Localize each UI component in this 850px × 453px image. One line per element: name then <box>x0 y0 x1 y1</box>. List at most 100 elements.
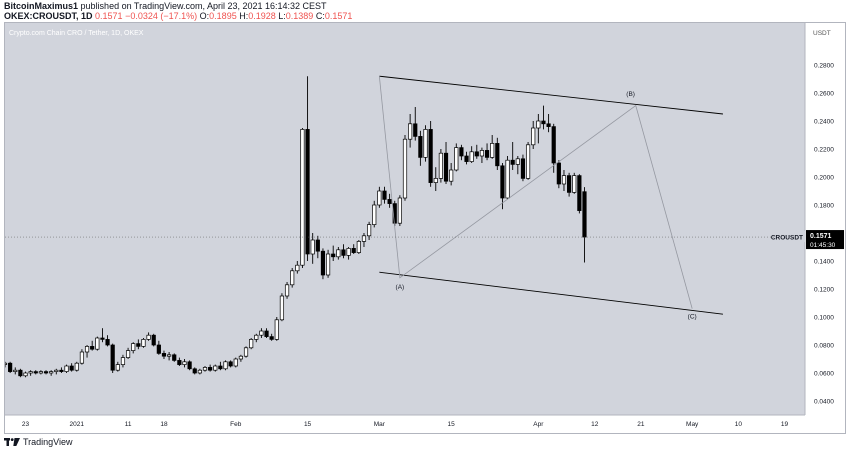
plot-background <box>5 23 805 415</box>
candle-down <box>105 339 110 346</box>
candle-down <box>520 158 526 179</box>
tradingview-logo[interactable]: TradingView <box>4 437 73 447</box>
candle-down <box>474 151 479 157</box>
wave-label: (C) <box>688 313 697 320</box>
candle-up <box>372 204 377 225</box>
candle-up <box>23 372 28 377</box>
candle-down <box>305 129 310 255</box>
candle-down <box>33 371 38 374</box>
x-tick-label: 15 <box>304 421 312 428</box>
y-tick-label: 0.0800 <box>814 343 834 350</box>
open-value: 0.1895 <box>209 11 237 21</box>
time-axis <box>5 415 805 433</box>
candle-down <box>546 123 551 127</box>
price-chart[interactable]: Crypto.com Chain CRO / Tether, 1D, OKEX U… <box>5 23 845 433</box>
y-tick-label: 0.0600 <box>814 371 834 378</box>
high-label: H: <box>239 11 249 21</box>
author-name[interactable]: BitcoinMaximus1 <box>4 1 79 11</box>
candle-down <box>582 191 587 238</box>
candle-up <box>125 350 131 358</box>
candle-up <box>572 175 577 193</box>
y-tick-label: 0.2400 <box>814 119 834 126</box>
candle-down <box>495 143 500 167</box>
tradingview-brand: TradingView <box>23 437 73 447</box>
candle-down <box>341 249 346 256</box>
candle-down <box>43 371 49 374</box>
candle-up <box>254 334 259 340</box>
candle-down <box>208 367 213 371</box>
candle-down <box>577 175 582 211</box>
candle-up <box>290 270 295 286</box>
candle-down <box>172 354 177 361</box>
high-value: 0.1928 <box>248 11 276 21</box>
x-tick-label: 10 <box>735 421 743 428</box>
channel-line-upper <box>379 75 723 115</box>
publish-info: BitcoinMaximus1 published on TradingView… <box>4 1 327 11</box>
candle-down <box>510 159 515 165</box>
candle-up <box>5 362 8 365</box>
candle-up <box>469 151 474 162</box>
candle-down <box>269 336 274 340</box>
candle-up <box>377 190 382 206</box>
candle-up <box>259 330 264 336</box>
candle-down <box>192 368 197 374</box>
chart-title: Crypto.com Chain CRO / Tether, 1D, OKEX <box>9 30 144 37</box>
candle-up <box>325 253 331 276</box>
candle-up <box>74 362 79 371</box>
candle-down <box>177 360 182 365</box>
candle-up <box>310 239 315 255</box>
x-tick-label: May <box>686 421 699 428</box>
candle-up <box>120 357 126 365</box>
chart-frame[interactable]: Crypto.com Chain CRO / Tether, 1D, OKEX U… <box>4 22 846 434</box>
low-label: L: <box>278 11 286 21</box>
candle-up <box>454 147 459 171</box>
candle-down <box>18 369 23 377</box>
candle-up <box>367 224 372 237</box>
candle-up <box>531 127 536 146</box>
candle-up <box>233 358 238 367</box>
candle-down <box>551 126 556 164</box>
candle-down <box>484 150 490 158</box>
candle-down <box>464 155 469 162</box>
x-tick-label: Feb <box>230 421 242 428</box>
tradingview-logo-icon <box>4 438 20 446</box>
candle-up <box>408 123 413 140</box>
candle-up <box>423 129 428 158</box>
candle-up <box>167 354 172 357</box>
x-tick-label: 21 <box>637 421 645 428</box>
y-tick-label: 0.0400 <box>814 399 834 406</box>
candle-down <box>110 344 115 371</box>
y-tick-label: 0.2800 <box>814 63 834 70</box>
x-tick-label: Apr <box>533 421 544 428</box>
candle-down <box>136 343 141 347</box>
candle-up <box>490 143 495 158</box>
candle-down <box>218 365 223 370</box>
candle-down <box>187 361 192 370</box>
candle-up <box>561 175 567 185</box>
y-tick-label: 0.2000 <box>814 175 834 182</box>
x-tick-label: 23 <box>22 421 30 428</box>
candle-up <box>84 346 90 353</box>
candle-up <box>95 337 100 350</box>
candle-down <box>228 361 233 367</box>
candle-up <box>79 351 85 364</box>
candle-up <box>38 371 43 374</box>
candle-down <box>100 337 105 340</box>
candle-down <box>459 147 464 157</box>
candle-up <box>28 371 33 374</box>
candle-up <box>284 284 290 297</box>
candle-down <box>151 334 156 346</box>
candle-up <box>202 367 208 371</box>
symbol-label: OKEX:CROUSDT, 1D <box>4 11 93 21</box>
wave-path <box>378 76 693 309</box>
candle-down <box>418 136 423 158</box>
candle-up <box>131 343 136 351</box>
candle-up <box>449 169 454 182</box>
candle-down <box>500 165 505 199</box>
candle-up <box>515 158 520 165</box>
y-tick-label: 0.2600 <box>814 91 834 98</box>
candle-up <box>182 361 187 365</box>
x-tick-label: 19 <box>781 421 789 428</box>
y-tick-label: 0.1800 <box>814 203 834 210</box>
y-tick-label: 0.2200 <box>814 147 834 154</box>
